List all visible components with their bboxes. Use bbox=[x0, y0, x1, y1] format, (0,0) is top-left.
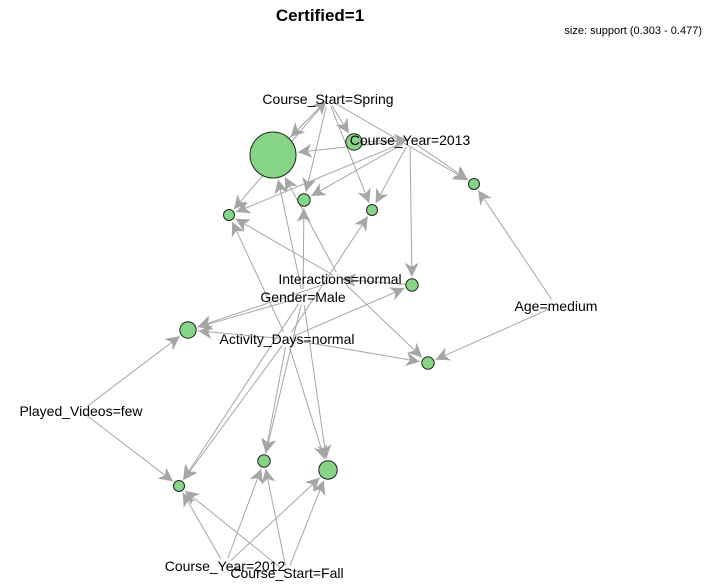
rule-node-r2[interactable] bbox=[345, 133, 363, 151]
edges-layer bbox=[87, 100, 552, 569]
edge-activity_days_normal-r5 bbox=[290, 215, 369, 333]
rule-node-r3[interactable] bbox=[297, 193, 311, 207]
edge-activity_days_normal-r11 bbox=[265, 346, 287, 454]
edge-gender_male-r3 bbox=[302, 208, 305, 290]
edge-activity_days_normal-r8 bbox=[198, 330, 280, 339]
edge-interactions_normal-r1 bbox=[284, 176, 337, 273]
arrowhead-course_year_2013-r5 bbox=[375, 187, 389, 204]
edge-r7-interactions_normal bbox=[341, 278, 406, 285]
edge-course_year_2012-r11 bbox=[227, 468, 262, 559]
arrowhead-activity_days_normal-r12 bbox=[313, 443, 328, 460]
edge-course_year_2013-r5 bbox=[375, 146, 407, 204]
arrowhead-r7-interactions_normal bbox=[341, 273, 357, 288]
arrowhead-course_start_spring-r3 bbox=[302, 176, 316, 193]
arrowhead-r2-course_year_2013 bbox=[393, 133, 409, 148]
arrowhead-interactions_normal-r1 bbox=[284, 176, 298, 193]
rule-node-r5[interactable] bbox=[366, 204, 378, 216]
arrowhead-age_medium-r9 bbox=[435, 347, 452, 361]
edge-activity_days_normal-r4 bbox=[231, 221, 285, 332]
edge-course_start_fall-r10 bbox=[184, 490, 282, 569]
arrowhead-course_year_2013-r6 bbox=[452, 166, 468, 180]
rules-layer bbox=[173, 131, 480, 492]
arrowhead-activity_days_normal-r10 bbox=[183, 464, 198, 480]
rule-node-r8[interactable] bbox=[179, 321, 197, 339]
arrowhead-course_start_fall-r10 bbox=[184, 490, 201, 505]
edge-activity_days_normal-r12 bbox=[288, 346, 326, 460]
arrowhead-interactions_normal-r9 bbox=[407, 342, 423, 358]
edge-course_year_2013-r6 bbox=[416, 144, 469, 181]
arrowhead-played_videos_few-r10 bbox=[157, 467, 174, 482]
arrowhead-course_start_spring-r4 bbox=[233, 194, 249, 210]
arrowhead-activity_days_normal-r4 bbox=[231, 221, 245, 238]
item-label-age_medium[interactable]: Age=medium bbox=[515, 298, 598, 314]
item-label-course_start_fall[interactable]: Course_Start=Fall bbox=[230, 565, 343, 581]
edge-gender_male-r12 bbox=[303, 304, 327, 459]
rule-node-r9[interactable] bbox=[421, 356, 435, 370]
item-label-course_year_2013[interactable]: Course_Year=2013 bbox=[350, 132, 471, 148]
arrowhead-course_year_2013-r3 bbox=[311, 182, 327, 196]
size-legend: size: support (0.303 - 0.477) bbox=[564, 25, 702, 37]
item-label-interactions_normal[interactable]: Interactions=normal bbox=[278, 271, 401, 287]
arrowhead-course_year_2012-r11 bbox=[249, 468, 263, 485]
edge-gender_male-r1 bbox=[277, 179, 302, 290]
edge-interactions_normal-r9 bbox=[345, 284, 423, 358]
arrowhead-course_start_fall-r11 bbox=[261, 469, 276, 485]
edge-course_start_spring-r5 bbox=[330, 106, 370, 204]
edge-activity_days_normal-r7 bbox=[294, 287, 405, 337]
arrowhead-age_medium-r6 bbox=[478, 190, 492, 206]
arrowhead-activity_days_normal-r8 bbox=[198, 325, 213, 340]
rule-node-r12[interactable] bbox=[318, 460, 338, 480]
arrowhead-course_year_2012-r12 bbox=[304, 477, 320, 493]
item-label-course_start_spring[interactable]: Course_Start=Spring bbox=[262, 91, 393, 107]
edge-course_year_2012-r10 bbox=[182, 492, 222, 560]
arrowhead-course_start_spring-r2 bbox=[335, 117, 349, 134]
arrowhead-played_videos_few-r8 bbox=[164, 336, 180, 351]
arrowhead-r1-course_start_spring bbox=[311, 100, 327, 116]
edge-course_start_spring-r3 bbox=[305, 106, 327, 193]
item-label-activity_days_normal[interactable]: Activity_Days=normal bbox=[220, 331, 355, 347]
arrowhead-course_start_spring-r5 bbox=[357, 187, 371, 204]
edge-age_medium-r9 bbox=[435, 308, 549, 361]
rule-node-r11[interactable] bbox=[257, 454, 271, 468]
edge-course_year_2013-r7 bbox=[409, 147, 413, 277]
arrowhead-gender_male-r3 bbox=[296, 208, 311, 223]
edge-course_start_fall-r12 bbox=[289, 480, 325, 566]
edge-gender_male-r10 bbox=[182, 303, 300, 481]
edge-course_year_2012-r12 bbox=[230, 477, 321, 561]
arrowhead-course_start_fall-r12 bbox=[312, 480, 326, 497]
arrowhead-course_year_2013-r4 bbox=[235, 200, 252, 214]
edge-course_year_2013-r3 bbox=[310, 143, 404, 197]
arrowhead-gender_male-r1 bbox=[274, 179, 288, 195]
arrowhead-activity_days_normal-r7 bbox=[388, 287, 405, 301]
item-label-gender_male[interactable]: Gender=Male bbox=[260, 289, 345, 305]
arrowhead-activity_days_normal-r9 bbox=[404, 352, 420, 367]
edge-interactions_normal-r4 bbox=[235, 218, 334, 276]
rule-node-r10[interactable] bbox=[173, 480, 185, 492]
edge-age_medium-r6 bbox=[477, 189, 552, 300]
edge-activity_days_normal-r10 bbox=[183, 345, 283, 481]
edge-activity_days_normal-r9 bbox=[294, 339, 420, 363]
item-label-course_year_2012[interactable]: Course_Year=2012 bbox=[165, 558, 286, 574]
edge-interactions_normal-r8 bbox=[197, 281, 333, 328]
edge-played_videos_few-r10 bbox=[87, 415, 174, 482]
edge-course_year_2013-r4 bbox=[235, 142, 403, 213]
item-label-played_videos_few[interactable]: Played_Videos=few bbox=[19, 403, 143, 419]
edge-course_start_fall-r11 bbox=[265, 468, 286, 566]
chart-title: Certified=1 bbox=[275, 6, 365, 25]
arrowhead-interactions_normal-r4 bbox=[235, 218, 252, 232]
rule-node-r6[interactable] bbox=[468, 178, 480, 190]
arrowhead-course_year_2013-r1 bbox=[297, 143, 313, 158]
labels-layer: Course_Start=Spring Course_Year=2013 Inter… bbox=[19, 91, 597, 581]
arrowhead-course_year_2013-r7 bbox=[404, 262, 419, 277]
rule-node-r4[interactable] bbox=[223, 209, 235, 221]
edge-played_videos_few-r8 bbox=[87, 335, 181, 407]
edge-gender_male-r11 bbox=[265, 304, 302, 454]
rule-node-r1[interactable] bbox=[249, 131, 297, 179]
arrowhead-activity_days_normal-r11 bbox=[261, 437, 275, 453]
rule-node-r7[interactable] bbox=[405, 278, 419, 292]
edge-gender_male-r8 bbox=[197, 298, 296, 328]
arrowhead-activity_days_normal-r5 bbox=[354, 216, 368, 232]
